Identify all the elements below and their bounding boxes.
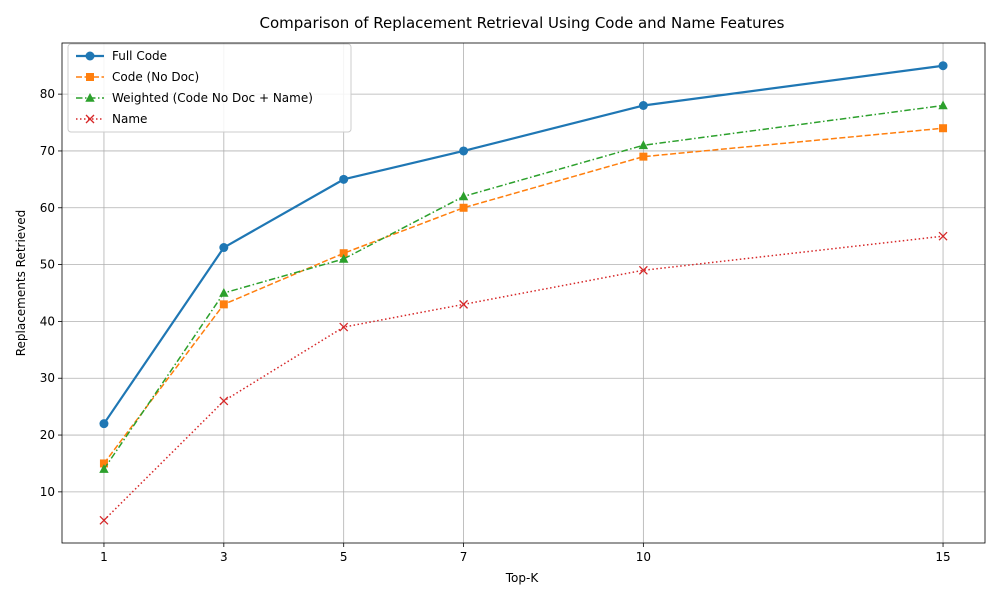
plot-frame bbox=[61, 42, 986, 544]
y-tick-label: 20 bbox=[40, 428, 55, 442]
legend-label: Weighted (Code No Doc + Name) bbox=[112, 91, 313, 105]
data-point bbox=[938, 231, 948, 241]
series-line bbox=[103, 104, 944, 470]
x-marker-stroke bbox=[459, 299, 469, 309]
data-point bbox=[938, 61, 948, 71]
legend-box bbox=[67, 43, 352, 133]
x-marker-stroke bbox=[219, 396, 229, 406]
y-tick-label: 10 bbox=[40, 485, 55, 499]
legend-label: Code (No Doc) bbox=[112, 70, 199, 84]
x-tick-label: 3 bbox=[220, 550, 228, 564]
data-point bbox=[99, 459, 108, 468]
data-point bbox=[219, 396, 229, 406]
legend-label: Name bbox=[112, 112, 147, 126]
data-point bbox=[338, 253, 349, 263]
series-line bbox=[103, 127, 944, 464]
legend: Full Code Code (No Doc) Weighted (Code No … bbox=[67, 43, 352, 133]
series-weighted-code-no-doc-name bbox=[99, 100, 948, 473]
data-point bbox=[459, 146, 469, 156]
data-point bbox=[459, 299, 469, 309]
x-axis-ticks: 1 3 5 7 10 15 bbox=[100, 543, 951, 564]
x-tick-label: 5 bbox=[340, 550, 348, 564]
data-point bbox=[938, 100, 948, 110]
data-point bbox=[638, 101, 648, 110]
data-point bbox=[939, 124, 948, 133]
y-axis-label: Replacements Retrieved bbox=[14, 210, 28, 357]
legend-marker bbox=[85, 93, 95, 102]
x-tick-label: 10 bbox=[636, 550, 651, 564]
legend-marker bbox=[85, 114, 95, 124]
data-point bbox=[339, 249, 348, 258]
y-tick-label: 40 bbox=[40, 314, 55, 328]
x-marker-stroke bbox=[339, 322, 349, 332]
legend-label: Full Code bbox=[112, 49, 167, 63]
data-point bbox=[99, 464, 109, 473]
x-marker-stroke bbox=[938, 231, 948, 241]
series-name bbox=[99, 231, 948, 525]
y-tick-label: 60 bbox=[40, 201, 55, 215]
x-marker-stroke bbox=[85, 114, 95, 124]
x-tick-label: 1 bbox=[100, 550, 108, 564]
data-point bbox=[219, 243, 229, 253]
series-line bbox=[103, 64, 944, 425]
chart-title: Comparison of Replacement Retrieval Usin… bbox=[260, 14, 785, 32]
series-full-code bbox=[99, 61, 948, 429]
data-point bbox=[638, 265, 648, 275]
data-point bbox=[219, 288, 229, 297]
x-axis-label: Top-K bbox=[505, 571, 540, 585]
legend-item: Weighted (Code No Doc + Name) bbox=[76, 91, 313, 105]
legend-marker bbox=[86, 73, 94, 81]
y-tick-label: 70 bbox=[40, 144, 55, 158]
data-point bbox=[458, 191, 469, 201]
x-marker-stroke bbox=[638, 265, 648, 275]
legend-marker bbox=[85, 51, 95, 61]
y-axis-ticks: 10 20 30 40 50 60 70 80 bbox=[40, 87, 62, 499]
x-tick-label: 7 bbox=[460, 550, 468, 564]
legend-item: Code (No Doc) bbox=[76, 70, 199, 84]
y-tick-label: 80 bbox=[40, 87, 55, 101]
data-point bbox=[639, 152, 648, 161]
data-point bbox=[339, 174, 349, 184]
data-point bbox=[99, 515, 109, 525]
data-point bbox=[339, 322, 349, 332]
data-point bbox=[638, 140, 649, 150]
series-code-no-doc bbox=[99, 124, 948, 468]
series-layer bbox=[99, 61, 948, 525]
data-point bbox=[459, 203, 468, 212]
x-marker-stroke bbox=[99, 515, 109, 525]
y-tick-label: 30 bbox=[40, 371, 55, 385]
data-point bbox=[99, 419, 109, 429]
x-tick-label: 15 bbox=[935, 550, 950, 564]
legend-item: Full Code bbox=[76, 49, 167, 63]
series-line bbox=[103, 235, 944, 521]
legend-item: Name bbox=[76, 112, 147, 126]
y-tick-label: 50 bbox=[40, 258, 55, 272]
data-point bbox=[219, 300, 228, 309]
